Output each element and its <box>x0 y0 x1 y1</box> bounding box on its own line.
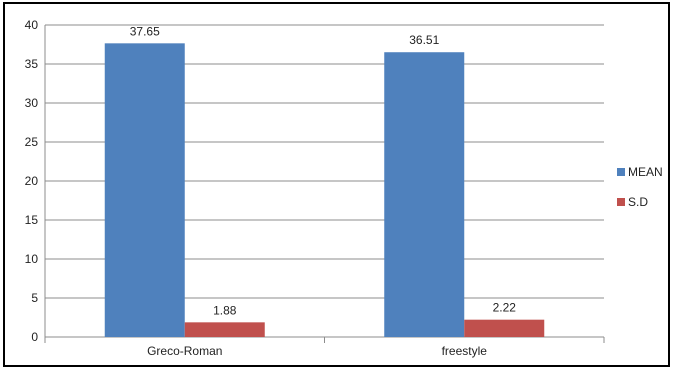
x-tick-label: Greco-Roman <box>147 344 222 358</box>
bar-mean-freestyle <box>384 52 465 338</box>
data-label: 37.65 <box>130 24 160 38</box>
y-tick-label: 40 <box>25 18 39 32</box>
legend-swatch-mean <box>617 168 625 176</box>
data-label: 36.51 <box>409 33 439 47</box>
legend-label-mean: MEAN <box>628 165 663 179</box>
y-tick-label: 35 <box>25 57 39 71</box>
data-label: 1.88 <box>213 303 237 317</box>
y-tick-label: 30 <box>25 96 39 110</box>
bar-s-d-greco-roman <box>184 322 265 337</box>
y-tick-label: 10 <box>25 252 39 266</box>
y-tick-label: 20 <box>25 174 39 188</box>
y-tick-label: 5 <box>31 291 38 305</box>
y-tick-label: 25 <box>25 135 39 149</box>
bar-mean-greco-roman <box>104 43 185 337</box>
legend-swatch-s-d <box>617 198 625 206</box>
y-tick-label: 15 <box>25 213 39 227</box>
data-label: 2.22 <box>493 301 517 315</box>
x-tick-label: freestyle <box>442 344 488 358</box>
legend-label-s-d: S.D <box>628 195 648 209</box>
bar-s-d-freestyle <box>464 319 545 337</box>
y-tick-label: 0 <box>31 330 38 344</box>
